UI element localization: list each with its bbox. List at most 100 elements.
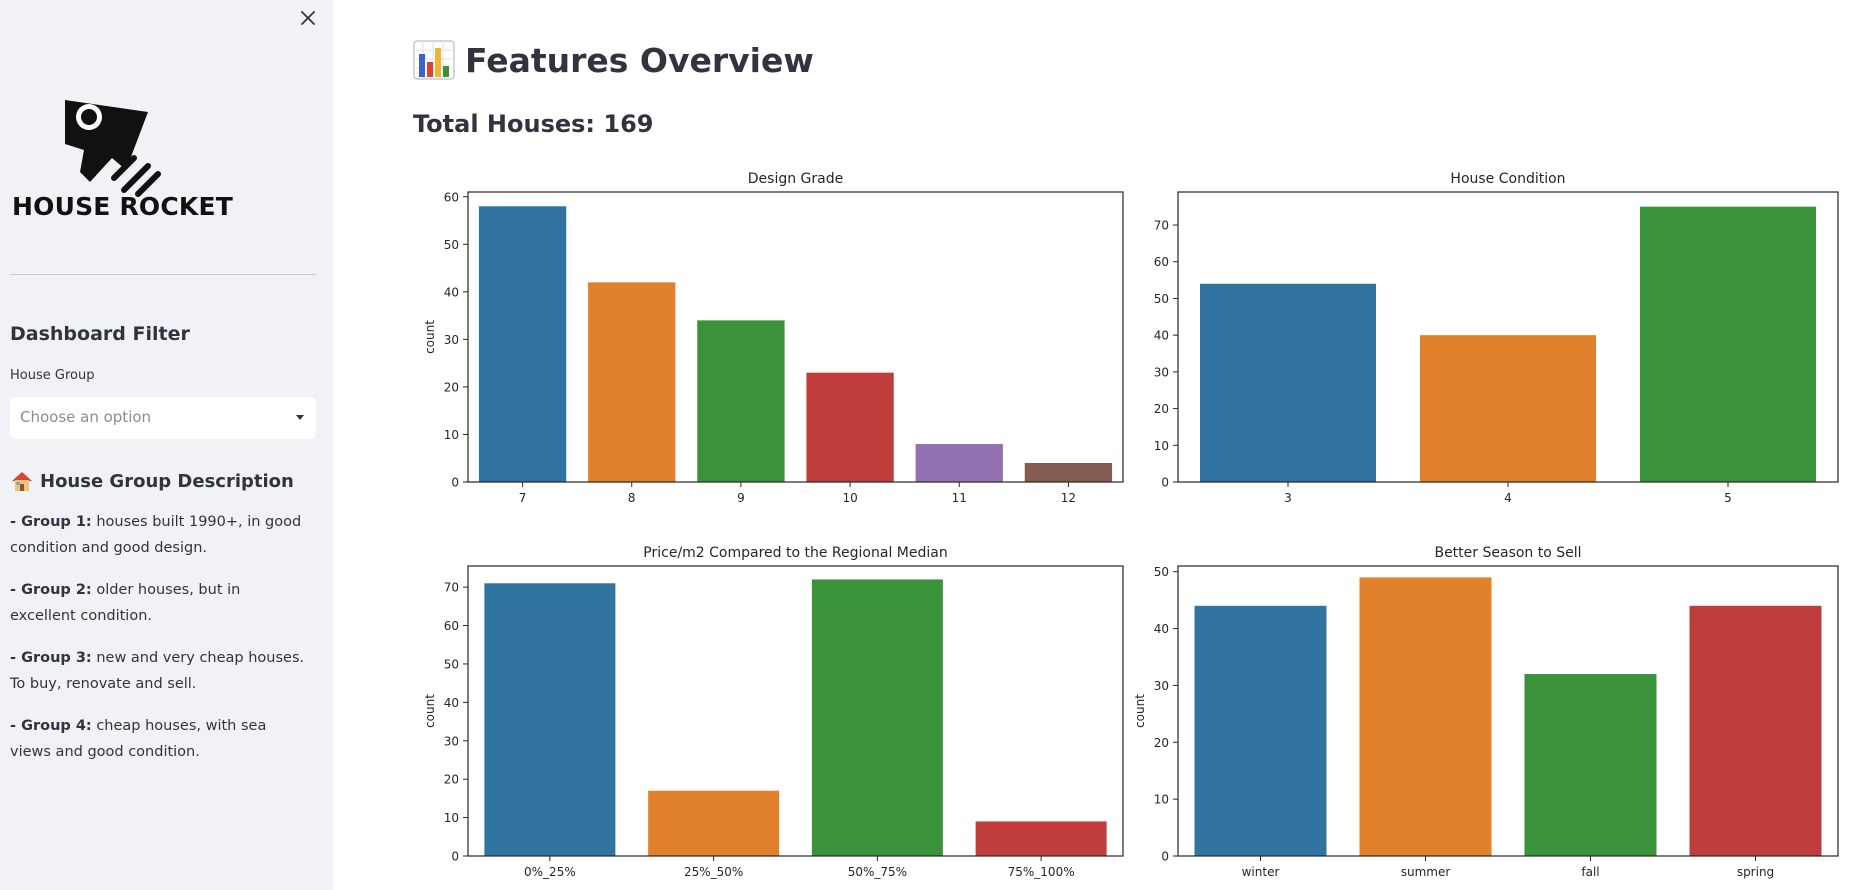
bar-winter <box>1194 605 1327 856</box>
y-axis-label: count <box>423 694 437 728</box>
description-title-text: House Group Description <box>40 470 294 492</box>
bar-fall <box>1524 674 1657 856</box>
bar-chart-icon <box>413 40 455 80</box>
chart-title: Design Grade <box>748 171 843 187</box>
x-tick-label: 4 <box>1504 491 1512 505</box>
y-tick-label: 40 <box>1154 622 1169 636</box>
chart-title: Better Season to Sell <box>1434 545 1581 561</box>
y-tick-label: 70 <box>1154 219 1169 233</box>
bar-25%_50% <box>648 790 780 856</box>
y-tick-label: 40 <box>444 285 459 299</box>
y-tick-label: 0 <box>1161 850 1169 864</box>
close-icon <box>301 11 315 25</box>
y-tick-label: 70 <box>444 581 459 595</box>
page-title-text: Features Overview <box>465 40 814 80</box>
y-tick-label: 50 <box>444 238 459 252</box>
y-axis-label: count <box>1133 694 1147 728</box>
y-tick-label: 10 <box>1154 439 1169 453</box>
bar-3 <box>1200 283 1376 482</box>
bar-8 <box>588 282 676 482</box>
group-1-text: houses built 1990+, in good condition an… <box>10 514 302 556</box>
bar-10 <box>806 372 894 482</box>
x-tick-label: 11 <box>952 491 967 505</box>
bar-11 <box>915 443 1003 482</box>
y-tick-label: 20 <box>444 773 459 787</box>
y-tick-label: 60 <box>1154 255 1169 269</box>
group-1-description: - Group 1: houses built 1990+, in good c… <box>10 509 310 561</box>
y-tick-label: 60 <box>444 190 459 204</box>
x-tick-label: 7 <box>519 491 527 505</box>
x-tick-label: fall <box>1581 865 1599 879</box>
total-houses-value: 169 <box>603 110 654 138</box>
y-tick-label: 30 <box>444 734 459 748</box>
bar-7 <box>478 206 567 482</box>
x-tick-label: 3 <box>1284 491 1292 505</box>
chart-title: House Condition <box>1450 171 1565 187</box>
group-4-text: cheap houses, with sea views and good co… <box>10 718 267 760</box>
logo-text: HOUSE ROCKET <box>12 192 234 221</box>
y-tick-label: 30 <box>1154 679 1169 693</box>
y-tick-label: 20 <box>1154 402 1169 416</box>
plot-frame <box>467 565 1124 857</box>
x-tick-label: 75%_100% <box>1008 865 1075 879</box>
y-tick-label: 0 <box>451 476 459 490</box>
y-tick-label: 50 <box>1154 565 1169 579</box>
y-tick-label: 0 <box>451 850 459 864</box>
bar-9 <box>697 320 785 482</box>
rocket-logo-icon <box>65 100 161 197</box>
house-group-description-title: House Group Description <box>10 470 294 492</box>
group-1-label: - Group 1: <box>10 514 92 530</box>
bar-spring <box>1689 605 1822 856</box>
y-tick-label: 20 <box>1154 736 1169 750</box>
bar-75%_100% <box>975 821 1107 856</box>
x-tick-label: spring <box>1737 865 1774 879</box>
dashboard-filter-title: Dashboard Filter <box>10 323 190 345</box>
x-tick-label: 9 <box>737 491 745 505</box>
house-group-label: House Group <box>10 368 95 383</box>
bar-0%_25% <box>484 583 616 856</box>
bar-50%_75% <box>811 579 943 856</box>
total-houses-label: Total Houses: <box>413 110 596 138</box>
design-grade-chart: Design Grade 0 10 20 30 40 50 60 7 8 9 10 11 12 count <box>423 171 1124 505</box>
bar-4 <box>1420 335 1596 482</box>
y-tick-label: 30 <box>1154 365 1169 379</box>
group-4-label: - Group 4: <box>10 718 92 734</box>
sidebar: HOUSE ROCKET Dashboard Filter House Grou… <box>0 0 333 890</box>
bar-summer <box>1359 577 1492 856</box>
sidebar-divider <box>10 274 316 275</box>
x-tick-label: 5 <box>1724 491 1732 505</box>
price-m2-chart: Price/m2 Compared to the Regional Median… <box>423 545 1124 879</box>
group-2-label: - Group 2: <box>10 582 92 598</box>
house-group-select[interactable]: Choose an option <box>10 397 316 439</box>
y-tick-label: 0 <box>1161 476 1169 490</box>
group-3-description: - Group 3: new and very cheap houses. To… <box>10 645 310 697</box>
plot-frame <box>1177 565 1839 857</box>
group-3-text: new and very cheap houses. To buy, renov… <box>10 650 305 692</box>
x-tick-label: 10 <box>842 491 857 505</box>
y-tick-label: 40 <box>444 696 459 710</box>
chart-title: Price/m2 Compared to the Regional Median <box>643 545 947 561</box>
y-tick-label: 60 <box>444 619 459 633</box>
y-tick-label: 50 <box>1154 292 1169 306</box>
total-houses-heading: Total Houses: 169 <box>413 110 654 138</box>
y-axis-label: count <box>423 320 437 354</box>
better-season-chart: Better Season to Sell 0 10 20 30 40 50 winter su… <box>1133 545 1839 879</box>
group-2-description: - Group 2: older houses, but in excellen… <box>10 577 310 629</box>
group-4-description: - Group 4: cheap houses, with sea views … <box>10 713 310 765</box>
page-title: Features Overview <box>413 40 814 80</box>
y-tick-label: 10 <box>1154 793 1169 807</box>
x-tick-label: 50%_75% <box>848 865 907 879</box>
close-sidebar-button[interactable] <box>296 6 320 30</box>
chevron-down-icon <box>296 415 304 420</box>
group-2-text: older houses, but in excellent condition… <box>10 582 241 624</box>
x-tick-label: 12 <box>1061 491 1076 505</box>
x-tick-label: 0%_25% <box>524 865 576 879</box>
bar-5 <box>1640 206 1816 483</box>
y-tick-label: 50 <box>444 657 459 671</box>
y-tick-label: 30 <box>444 333 459 347</box>
y-tick-label: 20 <box>444 380 459 394</box>
x-tick-label: winter <box>1242 865 1280 879</box>
plot-frame <box>467 191 1124 483</box>
x-tick-label: 8 <box>628 491 636 505</box>
house-condition-chart: House Condition 0 10 20 30 40 50 60 70 3 4 5 <box>1154 171 1839 505</box>
